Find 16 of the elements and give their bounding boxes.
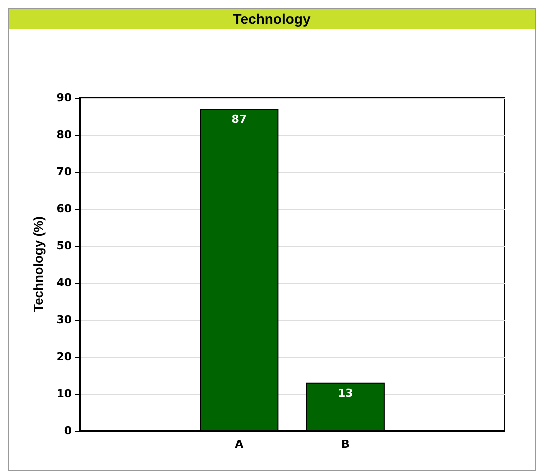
y-tick-label: 10	[56, 388, 72, 400]
y-tick-label: 40	[56, 276, 72, 290]
y-tick-label: 80	[56, 128, 72, 142]
y-tick-label: 60	[56, 202, 72, 216]
y-tick-label: 70	[56, 166, 72, 178]
x-tick-label: B	[341, 438, 350, 451]
y-tick-label: 90	[56, 92, 72, 104]
y-tick-label: 30	[56, 314, 72, 326]
x-tick-label: A	[235, 438, 244, 451]
y-tick-label: 50	[56, 240, 72, 252]
y-tick-label: 20	[56, 350, 72, 364]
chart-title: Technology	[9, 9, 535, 29]
y-axis-title: Technology (%)	[31, 216, 46, 312]
data-label: 13	[338, 386, 354, 400]
y-tick-label: 0	[64, 424, 72, 438]
data-label: 87	[232, 113, 248, 126]
